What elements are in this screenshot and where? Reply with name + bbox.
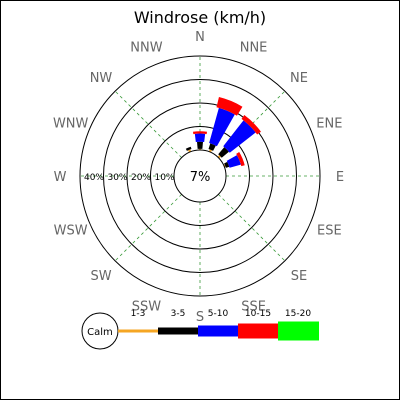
- spoke-315: [114, 90, 182, 158]
- chart-title: Windrose (km/h): [134, 8, 266, 27]
- ring-20: [126, 102, 274, 250]
- legend-swatch-1: [118, 329, 159, 333]
- legend: Calm 1-3 3-5 5-10 10-15 15-20: [81, 309, 319, 350]
- ring-10: [150, 126, 250, 226]
- direction-label-nne: NNE: [240, 41, 268, 56]
- spoke-135: [218, 194, 286, 262]
- ring-40: [79, 55, 321, 297]
- direction-label-se: SE: [291, 269, 307, 284]
- direction-label-ssw: SSW: [132, 299, 162, 314]
- spoke-45: [218, 90, 286, 158]
- direction-label-s: S: [196, 310, 204, 325]
- direction-label-w: W: [54, 170, 67, 185]
- legend-swatch-4: [238, 323, 279, 339]
- direction-label-sse: SSE: [241, 299, 266, 314]
- petal-ene-bin-2: [224, 161, 230, 168]
- petal-nne-bin-3: [209, 107, 235, 147]
- legend-swatch-2: [158, 327, 199, 335]
- ring-labels: 10%20% 30%40%: [84, 173, 175, 183]
- calm-circle: [173, 149, 227, 203]
- spoke-225: [114, 194, 182, 262]
- petal-n-bin-4: [192, 131, 208, 135]
- calm-percent: 7%: [190, 170, 211, 185]
- petal-ne-bin-3: [223, 120, 256, 153]
- legend-label-2: 3-5: [171, 309, 186, 319]
- direction-labels: N NNE NE ENE E ESE SE SSE S SSW SW WSW W WNW NW NNW: [53, 30, 344, 325]
- petal-ne-bin-2: [218, 147, 229, 158]
- legend-label-3: 5-10: [208, 309, 229, 319]
- direction-spokes: [80, 56, 320, 296]
- legend-calm-label: Calm: [87, 327, 113, 338]
- ring-label-30: 30%: [107, 173, 127, 183]
- wind-petals: [185, 97, 261, 168]
- direction-label-n: N: [195, 30, 205, 45]
- ring-label-10: 10%: [154, 173, 174, 183]
- petal-ne-bin-4: [241, 115, 261, 135]
- direction-label-ene: ENE: [316, 116, 342, 131]
- ring-grid: [79, 55, 321, 297]
- direction-label-ese: ESE: [317, 224, 342, 239]
- ring-30: [103, 79, 297, 273]
- direction-label-wnw: WNW: [53, 116, 89, 131]
- petal-nne-bin-4: [216, 97, 243, 116]
- ring-label-20: 20%: [131, 173, 151, 183]
- direction-label-sw: SW: [90, 269, 111, 284]
- direction-label-e: E: [336, 170, 344, 185]
- direction-label-nnw: NNW: [130, 41, 162, 56]
- petal-nne-bin-2: [208, 143, 216, 151]
- petal-nnw-bin-2: [185, 146, 192, 151]
- petal-ene-bin-4: [236, 151, 245, 167]
- legend-label-5: 15-20: [285, 309, 311, 319]
- direction-label-ne: NE: [290, 71, 308, 86]
- legend-swatch-3: [198, 325, 239, 337]
- legend-label-4: 10-15: [245, 309, 271, 319]
- petal-ene-bin-3: [226, 155, 241, 168]
- ring-label-40: 40%: [84, 173, 104, 183]
- petal-n-bin-2: [197, 141, 203, 149]
- direction-label-nw: NW: [90, 71, 113, 86]
- legend-swatch-5: [278, 321, 319, 341]
- direction-label-wsw: WSW: [54, 224, 88, 239]
- petal-n-bin-3: [194, 133, 206, 143]
- legend-label-1: 1-3: [131, 309, 146, 319]
